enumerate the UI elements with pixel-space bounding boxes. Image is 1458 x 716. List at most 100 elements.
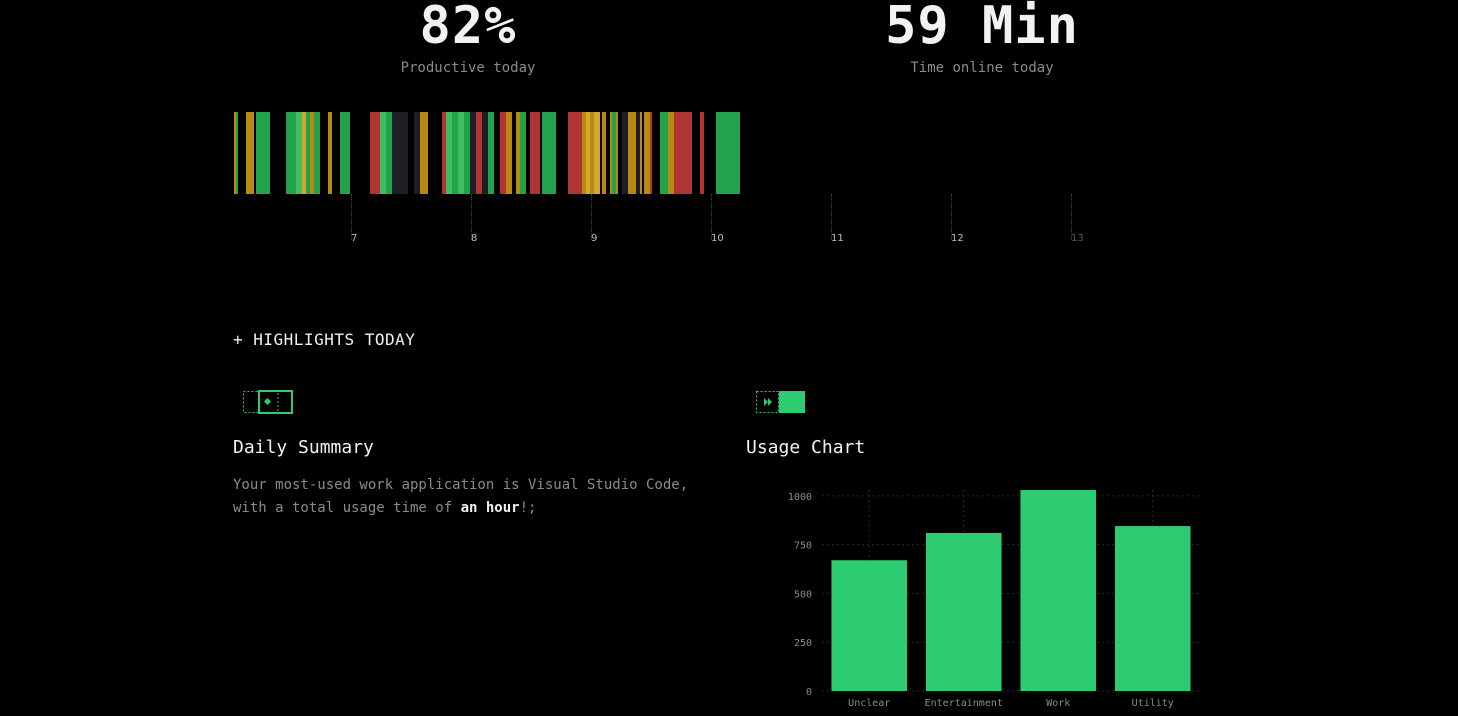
timeline-segment[interactable] xyxy=(286,112,296,194)
timeline-hour-line xyxy=(711,194,712,240)
timeline-segment[interactable] xyxy=(610,112,612,194)
timeline-segment[interactable] xyxy=(500,112,506,194)
timeline-segment[interactable] xyxy=(516,112,520,194)
activity-timeline: 7 8 9 10 11 12 13 xyxy=(234,110,1234,250)
highlights-heading[interactable]: + HIGHLIGHTS TODAY xyxy=(233,330,416,349)
timeline-hour-line xyxy=(591,194,592,240)
timeline-segment[interactable] xyxy=(386,112,392,194)
timeline-segment[interactable] xyxy=(446,112,452,194)
timeline-segment[interactable] xyxy=(314,112,320,194)
timeline-segment[interactable] xyxy=(246,112,254,194)
timeline-hour-label: 9 xyxy=(591,233,598,244)
timeline-segment[interactable] xyxy=(370,112,380,194)
timeline-segment[interactable] xyxy=(470,112,476,194)
daily-summary-text: Your most-used work application is Visua… xyxy=(233,474,703,519)
timeline-segment[interactable] xyxy=(488,112,494,194)
usage-chart: 0 250 500 750 1000 Unclear Entertainment Work Ut… xyxy=(788,490,1200,709)
timeline-segment[interactable] xyxy=(594,112,600,194)
summary-text-bold: an hour xyxy=(460,499,520,516)
timeline-segment[interactable] xyxy=(236,112,238,194)
chart-bar xyxy=(831,560,908,691)
timeline-hour-line xyxy=(351,194,352,240)
timeline-segment[interactable] xyxy=(414,112,420,194)
timeline-segment[interactable] xyxy=(628,112,636,194)
timeline-segment[interactable] xyxy=(688,112,692,194)
summary-icon xyxy=(243,390,293,414)
timeline-segment[interactable] xyxy=(234,112,236,194)
productive-stat: 82% Productive today xyxy=(368,0,568,76)
timeline-segment[interactable] xyxy=(452,112,458,194)
timeline-hour-label: 12 xyxy=(951,233,964,244)
y-tick-label: 0 xyxy=(806,687,812,698)
timeline-segment[interactable] xyxy=(306,112,310,194)
timeline-segment[interactable] xyxy=(400,112,408,194)
timeline-segment[interactable] xyxy=(476,112,482,194)
online-stat: 59 Min Time online today xyxy=(860,0,1104,76)
timeline-hour-label: 7 xyxy=(351,233,358,244)
timeline-segment[interactable] xyxy=(640,112,642,194)
timeline-segment[interactable] xyxy=(482,112,488,194)
summary-text-end: !; xyxy=(519,499,537,516)
timeline-segment[interactable] xyxy=(650,112,652,194)
x-tick-label: Unclear xyxy=(848,698,890,709)
timeline-segment[interactable] xyxy=(590,112,594,194)
timeline-segment[interactable] xyxy=(602,112,606,194)
timeline-segment[interactable] xyxy=(582,112,586,194)
x-tick-label: Work xyxy=(1046,698,1070,709)
chart-bar xyxy=(925,532,1002,691)
timeline-hour-line xyxy=(1071,194,1072,240)
timeline-segment[interactable] xyxy=(328,112,332,194)
usage-chart-title: Usage Chart xyxy=(746,437,866,458)
timeline-segment[interactable] xyxy=(302,112,306,194)
timeline-hour-line xyxy=(831,194,832,240)
chart-bar xyxy=(1114,526,1191,691)
timeline-segment[interactable] xyxy=(616,112,618,194)
x-tick-label: Entertainment xyxy=(925,698,1003,709)
y-tick-label: 250 xyxy=(794,638,812,649)
usage-chart-icon xyxy=(756,391,805,413)
timeline-segment[interactable] xyxy=(680,112,688,194)
productive-value: 82% xyxy=(419,0,517,56)
timeline-segment[interactable] xyxy=(542,112,556,194)
productive-label: Productive today xyxy=(400,60,536,76)
online-value: 59 Min xyxy=(885,0,1079,56)
timeline-segment[interactable] xyxy=(464,112,470,194)
y-tick-label: 1000 xyxy=(788,492,812,503)
online-label: Time online today xyxy=(910,60,1054,76)
timeline-segment[interactable] xyxy=(296,112,302,194)
timeline-segment[interactable] xyxy=(716,112,722,194)
timeline-segment[interactable] xyxy=(420,112,428,194)
timeline-segment[interactable] xyxy=(380,112,386,194)
timeline-segment[interactable] xyxy=(644,112,650,194)
timeline-segment[interactable] xyxy=(674,112,680,194)
timeline-segment[interactable] xyxy=(392,112,400,194)
timeline-segment[interactable] xyxy=(668,112,674,194)
daily-summary-title: Daily Summary xyxy=(233,437,374,458)
timeline-segment[interactable] xyxy=(622,112,628,194)
timeline-hour-label: 11 xyxy=(831,233,844,244)
timeline-hour-label: 10 xyxy=(711,233,724,244)
timeline-segment[interactable] xyxy=(586,112,590,194)
timeline-segment[interactable] xyxy=(612,112,616,194)
timeline-segment[interactable] xyxy=(660,112,668,194)
timeline-segment[interactable] xyxy=(722,112,740,194)
timeline-hour-line xyxy=(951,194,952,240)
y-tick-label: 500 xyxy=(794,589,812,600)
summary-text-start: Your most-used work application is Visua… xyxy=(233,477,689,516)
timeline-segment[interactable] xyxy=(340,112,350,194)
y-tick-label: 750 xyxy=(794,541,812,552)
timeline-segment[interactable] xyxy=(256,112,262,194)
timeline-segment[interactable] xyxy=(520,112,526,194)
timeline-segment[interactable] xyxy=(458,112,464,194)
timeline-segment[interactable] xyxy=(506,112,512,194)
timeline-segment[interactable] xyxy=(262,112,270,194)
timeline-segment[interactable] xyxy=(568,112,582,194)
timeline-segment[interactable] xyxy=(530,112,540,194)
timeline-segment[interactable] xyxy=(442,112,446,194)
chart-bar xyxy=(1020,490,1097,691)
x-tick-label: Utility xyxy=(1132,698,1174,709)
timeline-segment[interactable] xyxy=(700,112,704,194)
timeline-segment[interactable] xyxy=(636,112,640,194)
timeline-hour-line xyxy=(471,194,472,240)
timeline-segment[interactable] xyxy=(310,112,314,194)
